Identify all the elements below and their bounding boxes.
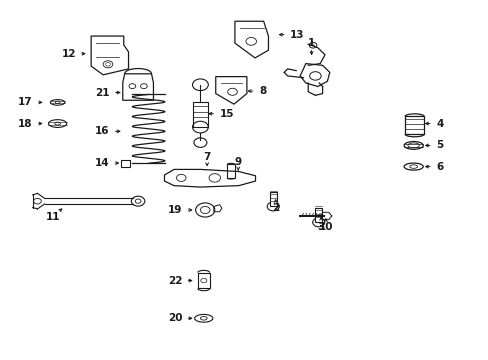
Bar [197,273,209,288]
Text: 2: 2 [271,203,279,213]
Text: 21: 21 [95,87,109,98]
Bar [404,117,424,134]
Text: 18: 18 [18,118,33,129]
Text: 6: 6 [435,162,443,172]
Text: 22: 22 [167,275,182,285]
Text: 10: 10 [318,221,332,231]
Bar [121,159,130,167]
Text: 4: 4 [435,118,443,129]
Text: 9: 9 [234,157,242,167]
Text: 5: 5 [435,140,443,150]
Text: 17: 17 [18,98,33,107]
Text: 11: 11 [45,212,60,222]
Text: 3: 3 [317,221,324,231]
Bar [193,102,207,127]
Text: 19: 19 [167,205,182,215]
Bar [227,165,234,178]
Bar [269,192,276,207]
Text: 1: 1 [307,38,315,48]
Text: 7: 7 [203,152,210,162]
Text: 12: 12 [61,49,76,59]
Text: 20: 20 [167,313,182,323]
Bar [315,207,322,222]
Text: 14: 14 [95,158,109,168]
Text: 16: 16 [95,126,109,136]
Text: 13: 13 [289,30,304,40]
Text: 8: 8 [258,86,265,96]
Text: 15: 15 [219,109,234,119]
